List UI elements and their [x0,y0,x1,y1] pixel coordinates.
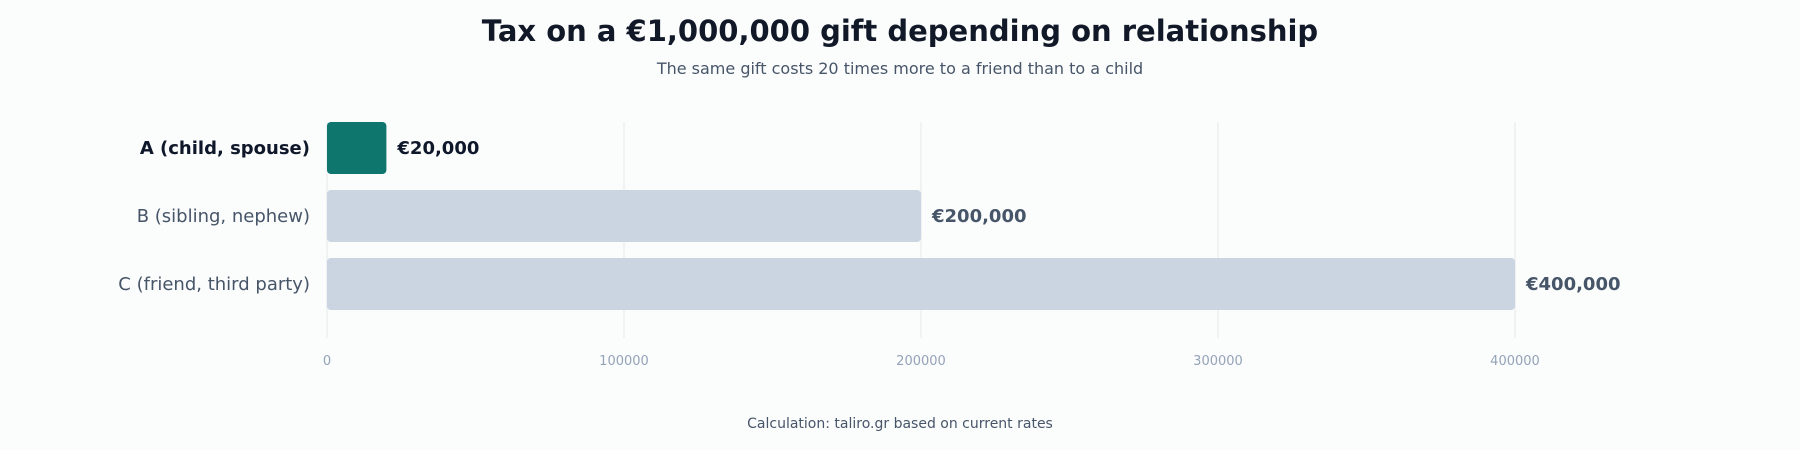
x-tick-label: 300000 [1193,354,1243,369]
bar [327,258,1515,310]
bar [327,190,921,242]
source-note: Calculation: taliro.gr based on current … [747,416,1053,432]
x-tick-label: 200000 [896,354,946,369]
category-label: C (friend, third party) [118,274,310,295]
bar [327,122,387,174]
bar-chart: 0 100000 200000 300000 400000 A (child, spou… [118,122,1621,369]
value-labels: €20,000 €200,000 €400,000 [396,138,1620,295]
chart-subtitle: The same gift costs 20 times more to a f… [656,59,1144,78]
chart-title: Tax on a €1,000,000 gift depending on re… [481,14,1319,48]
x-axis-ticks: 0 100000 200000 300000 400000 [323,354,1540,369]
value-label: €200,000 [931,206,1027,227]
value-label: €400,000 [1525,274,1621,295]
x-tick-label: 100000 [599,354,649,369]
bars [327,122,1515,310]
value-label: €20,000 [396,138,479,159]
x-tick-label: 400000 [1490,354,1540,369]
category-label: A (child, spouse) [140,138,310,159]
category-label: B (sibling, nephew) [137,206,310,227]
category-labels: A (child, spouse) B (sibling, nephew) C (f… [118,138,310,295]
x-tick-label: 0 [323,354,331,369]
